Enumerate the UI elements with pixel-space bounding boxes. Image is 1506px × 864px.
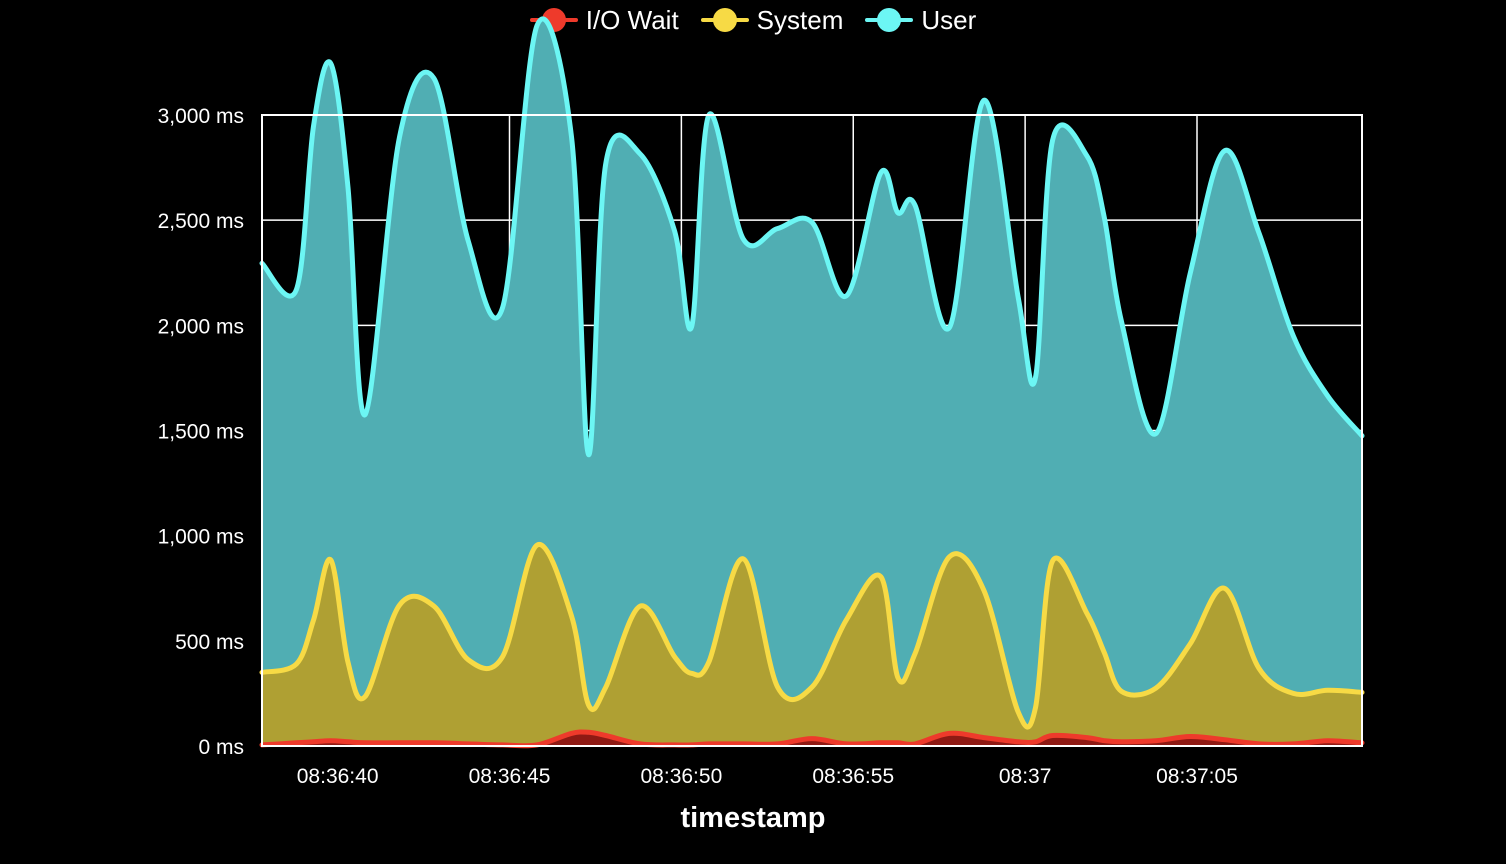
legend-label-user: User xyxy=(921,4,977,35)
series-lines xyxy=(259,16,1365,749)
x-tick-label: 08:37 xyxy=(999,765,1052,788)
area-user xyxy=(262,18,1362,728)
y-tick-label: 2,000 ms xyxy=(158,315,244,338)
x-axis-title: timestamp xyxy=(680,802,826,834)
x-tick-label: 08:36:45 xyxy=(469,765,551,788)
area-system xyxy=(262,544,1362,746)
y-tick-label: 0 ms xyxy=(198,736,244,759)
legend-label-io-wait: I/O Wait xyxy=(585,4,679,35)
y-tick-label: 3,000 ms xyxy=(158,105,244,128)
y-axis-ticks: 0 ms 500 ms 1,000 ms 1,500 ms 2,000 ms 2,500 … xyxy=(158,105,244,759)
x-tick-label: 08:36:50 xyxy=(641,765,723,788)
system-legend-marker-icon xyxy=(700,7,749,33)
x-axis-ticks: 08:36:40 08:36:45 08:36:50 08:36:55 08:37 08:… xyxy=(297,765,1238,788)
legend-item-io-wait[interactable]: I/O Wait xyxy=(529,4,679,36)
legend-label-system: System xyxy=(756,4,844,35)
y-tick-label: 1,500 ms xyxy=(158,421,244,444)
y-tick-label: 2,500 ms xyxy=(158,210,244,233)
legend-item-user[interactable]: User xyxy=(865,5,976,36)
user-legend-marker-icon xyxy=(865,7,914,33)
legend-item-system[interactable]: System xyxy=(700,4,844,36)
y-tick-label: 1,000 ms xyxy=(158,526,244,549)
x-tick-label: 08:36:40 xyxy=(297,765,379,788)
y-tick-label: 500 ms xyxy=(175,631,244,654)
legend: I/O Wait System User xyxy=(0,2,1506,38)
plot-frame xyxy=(261,114,1363,747)
line-i-o-wait[interactable] xyxy=(259,729,1365,749)
x-tick-label: 08:37:05 xyxy=(1156,765,1238,788)
line-user[interactable] xyxy=(259,16,1365,458)
line-system[interactable] xyxy=(259,542,1365,730)
x-tick-label: 08:36:55 xyxy=(812,765,894,788)
